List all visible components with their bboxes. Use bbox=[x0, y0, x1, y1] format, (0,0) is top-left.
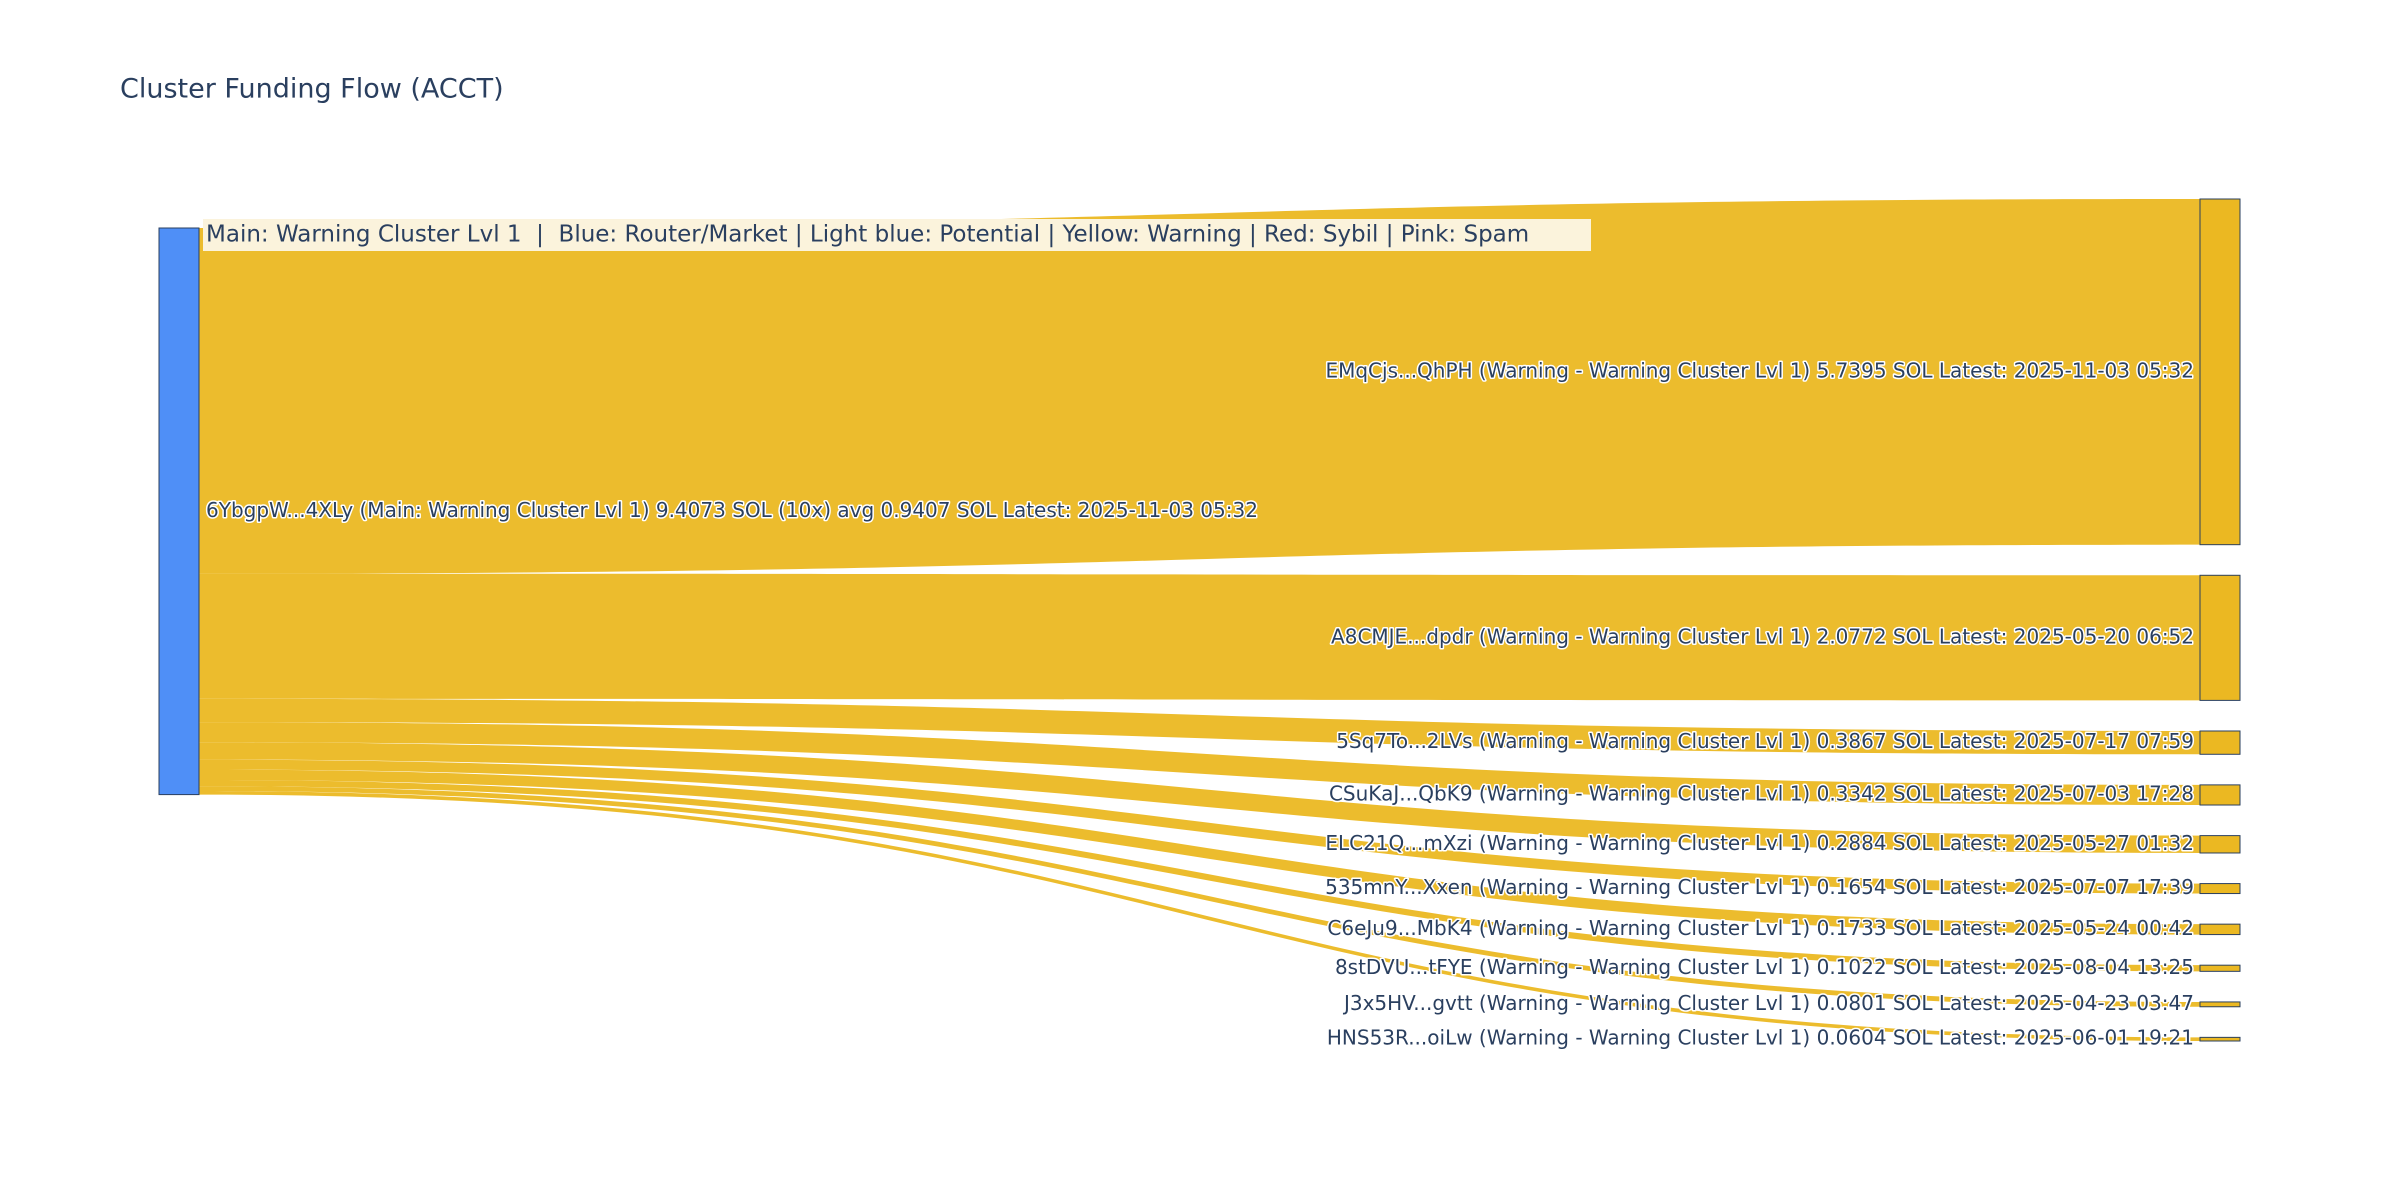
target-label: 535mnY...Xxen (Warning - Warning Cluster… bbox=[1325, 875, 2194, 899]
target-node bbox=[2199, 1001, 2241, 1008]
target-node bbox=[2199, 574, 2241, 701]
target-label: J3x5HV...gvtt (Warning - Warning Cluster… bbox=[1342, 991, 2194, 1015]
flow-link bbox=[199, 790, 2200, 1041]
target-label: 5Sq7To...2LVs (Warning - Warning Cluster… bbox=[1336, 729, 2194, 753]
target-node bbox=[2199, 730, 2241, 755]
links bbox=[199, 199, 2200, 1041]
target-label: HNS53R...oiLw (Warning - Warning Cluster… bbox=[1327, 1026, 2194, 1050]
target-label: ELC21Q...mXzi (Warning - Warning Cluster… bbox=[1325, 831, 2194, 855]
flow-link bbox=[199, 199, 2200, 574]
target-label: CSuKaJ...QbK9 (Warning - Warning Cluster… bbox=[1329, 781, 2194, 805]
flow-link bbox=[199, 779, 2200, 972]
target-label: A8CMJE...dpdr (Warning - Warning Cluster… bbox=[1331, 624, 2194, 648]
chart-title: Cluster Funding Flow (ACCT) bbox=[120, 74, 504, 105]
labels: EMqCjs...QhPH (Warning - Warning Cluster… bbox=[203, 219, 2196, 1051]
source-node bbox=[158, 227, 200, 796]
flow-link bbox=[199, 722, 2200, 806]
target-node bbox=[2199, 964, 2241, 972]
annotation: Main: Warning Cluster Lvl 1 | Blue: Rout… bbox=[206, 222, 1529, 248]
nodes bbox=[158, 198, 2241, 1042]
target-node bbox=[2199, 1036, 2241, 1042]
target-node bbox=[2199, 883, 2241, 895]
target-label: C6eJu9...MbK4 (Warning - Warning Cluster… bbox=[1327, 916, 2194, 940]
target-label: 8stDVU...tFYE (Warning - Warning Cluster… bbox=[1335, 955, 2194, 979]
flow-link bbox=[199, 698, 2200, 755]
target-node bbox=[2199, 784, 2241, 806]
target-node bbox=[2199, 198, 2241, 546]
annotation-box bbox=[203, 219, 1591, 251]
target-node bbox=[2199, 835, 2241, 854]
target-label: EMqCjs...QhPH (Warning - Warning Cluster… bbox=[1325, 358, 2194, 382]
flow-link bbox=[199, 769, 2200, 935]
flow-link bbox=[199, 573, 2200, 701]
source-label: 6YbgpW...4XLy (Main: Warning Cluster Lvl… bbox=[206, 498, 1258, 522]
flow-link bbox=[199, 786, 2200, 1007]
flow-link bbox=[199, 759, 2200, 894]
flow-link bbox=[199, 742, 2200, 853]
target-node bbox=[2199, 923, 2241, 936]
